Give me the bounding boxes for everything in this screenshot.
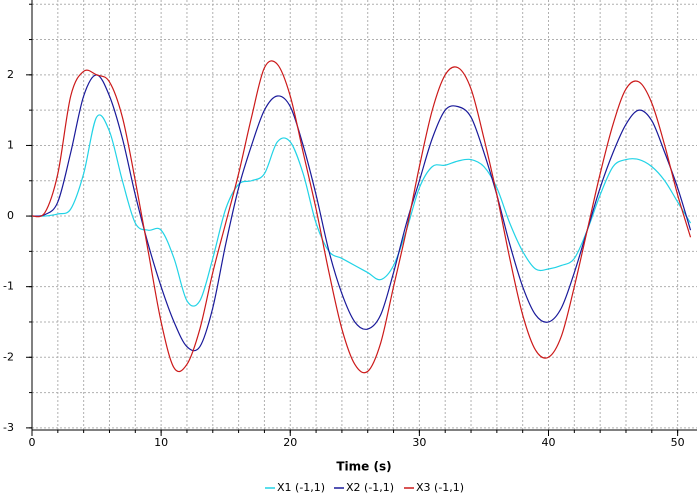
x-tick-label: 40 [542,436,556,449]
y-tick-label: 1 [7,138,14,151]
y-tick-label: 2 [7,68,14,81]
series-line [31,60,692,374]
x-tick-label: 20 [283,436,297,449]
x-tick-label: 30 [412,436,426,449]
x-tick-label: 50 [671,436,685,449]
x-tick-label: 0 [29,436,36,449]
legend-label: X3 (-1,1) [416,481,464,494]
legend-label: X2 (-1,1) [346,481,394,494]
y-tick-label: -2 [3,350,14,363]
legend-label: X1 (-1,1) [277,481,325,494]
y-tick-label: 0 [7,209,14,222]
series-line [31,74,692,352]
x-axis-label: Time (s) [336,460,391,474]
series-line [31,114,692,307]
y-tick-label: -3 [3,421,14,434]
y-tick-label: -1 [3,280,14,293]
x-tick-label: 10 [154,436,168,449]
